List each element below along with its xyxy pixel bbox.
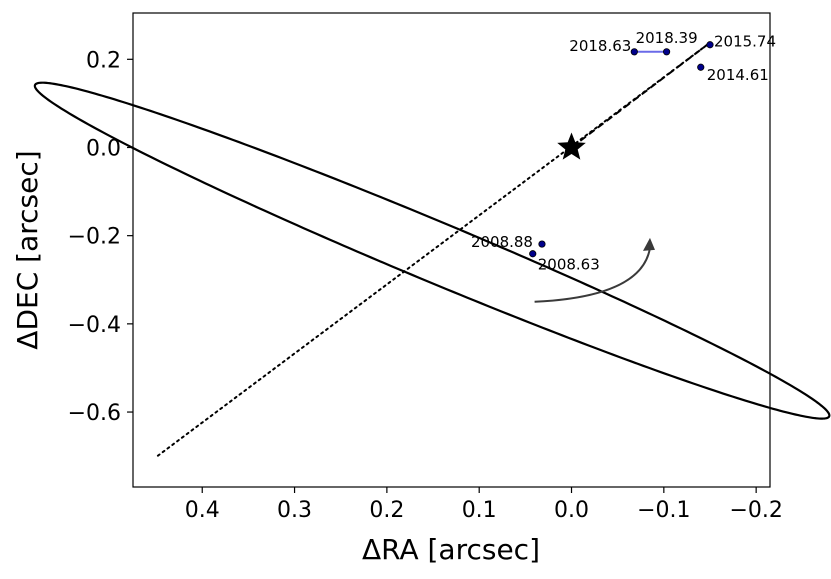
x-tick-label-−0.2: −0.2 <box>729 498 782 523</box>
x-tick-label-0.2: 0.2 <box>369 498 404 523</box>
plot-area: 2008.63 2008.88 2014.61 2015.74 2018.39 2018.… <box>33 29 831 457</box>
x-tick-label-0.4: 0.4 <box>185 498 220 523</box>
x-tick-label-−0.1: −0.1 <box>637 498 690 523</box>
y-tick-label-−0.6: −0.6 <box>68 401 121 426</box>
plot-frame <box>132 12 771 488</box>
periastron-line <box>570 43 708 149</box>
x-tick-label-0.3: 0.3 <box>277 498 312 523</box>
y-tick-label-−0.4: −0.4 <box>68 313 121 338</box>
x-tick-label-0.1: 0.1 <box>462 498 497 523</box>
epoch-label-2018.39: 2018.39 <box>636 29 698 47</box>
epoch-label-2008.88: 2008.88 <box>471 233 533 251</box>
epoch-label-2015.74: 2015.74 <box>714 33 776 51</box>
astrometry-point-2018.63 <box>630 48 638 56</box>
y-tick-label-−0.2: −0.2 <box>68 225 121 250</box>
y-tick-label-0.2: 0.2 <box>86 48 121 73</box>
orbital-direction-arrow <box>534 247 651 303</box>
astrometry-point-2008.63 <box>529 250 537 258</box>
x-axis-label: ΔRA [arcsec] <box>362 533 540 566</box>
y-tick-label-0.0: 0.0 <box>86 136 121 161</box>
astrometry-point-2008.88 <box>538 240 546 248</box>
epoch-label-2014.61: 2014.61 <box>707 66 769 84</box>
y-axis-label: ΔDEC [arcsec] <box>11 150 44 349</box>
astrometry-point-2015.74 <box>706 41 714 49</box>
epoch-label-2008.63: 2008.63 <box>538 256 600 274</box>
orbital-direction-arrowhead <box>642 237 655 251</box>
astrometry-point-2018.39 <box>663 48 671 56</box>
host-star-marker <box>557 132 586 160</box>
axes: 0.4 0.3 0.2 0.1 0.0 −0.1 −0.2 0.2 0.0 −0.2 −0.4 −0.… <box>68 48 783 523</box>
epoch-label-2018.63: 2018.63 <box>569 37 631 55</box>
x-tick-label-0.0: 0.0 <box>554 498 589 523</box>
orbit-ellipse <box>33 81 831 420</box>
astrometry-point-2014.61 <box>697 63 705 71</box>
